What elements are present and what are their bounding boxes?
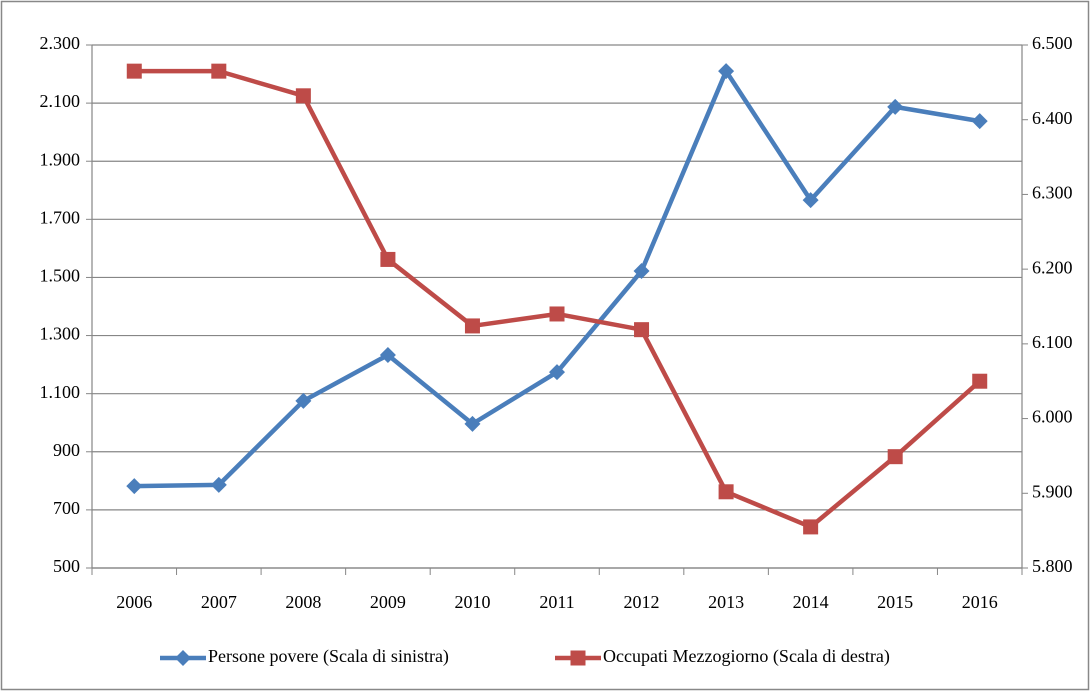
x-tick-label: 2014: [793, 592, 829, 612]
data-point: [211, 63, 227, 79]
x-tick-label: 2016: [962, 592, 998, 612]
y2-tick-label: 6.000: [1032, 407, 1073, 427]
data-point: [464, 415, 481, 432]
data-point: [380, 251, 396, 267]
data-point: [549, 364, 565, 381]
data-point: [971, 113, 988, 130]
y2-tick-label: 5.900: [1032, 481, 1073, 501]
data-point: [126, 478, 143, 495]
legend-marker: [570, 650, 586, 666]
data-point: [633, 263, 650, 280]
data-point: [295, 392, 312, 409]
data-point: [210, 476, 227, 493]
data-point: [549, 306, 565, 322]
x-tick-label: 2007: [201, 592, 237, 612]
x-tick-label: 2006: [116, 592, 152, 612]
data-point: [887, 449, 903, 465]
x-tick-label: 2015: [877, 592, 913, 612]
y-tick-label: 2.300: [40, 33, 81, 53]
y-tick-label: 2.100: [40, 91, 81, 111]
data-point: [972, 373, 988, 389]
y-tick-label: 1.900: [40, 149, 81, 169]
x-tick-label: 2013: [708, 592, 744, 612]
x-tick-label: 2009: [370, 592, 406, 612]
y-tick-label: 1.500: [40, 266, 81, 286]
data-point: [634, 322, 650, 338]
y2-tick-label: 5.800: [1032, 556, 1073, 576]
x-tick-label: 2008: [285, 592, 321, 612]
x-tick-label: 2011: [539, 592, 574, 612]
data-point: [887, 98, 904, 115]
data-point: [126, 63, 142, 79]
data-point: [295, 88, 311, 104]
data-point: [802, 192, 819, 209]
legend-label: Occupati Mezzogiorno (Scala di destra): [603, 646, 890, 667]
y-tick-label: 1.700: [40, 207, 81, 227]
y2-tick-label: 6.500: [1032, 33, 1073, 53]
y-tick-label: 1.100: [40, 382, 81, 402]
y-tick-label: 900: [53, 440, 80, 460]
data-point: [803, 519, 819, 535]
y2-tick-label: 6.300: [1032, 183, 1073, 203]
x-tick-label: 2010: [454, 592, 490, 612]
legend-label: Persone povere (Scala di sinistra): [208, 646, 449, 667]
x-tick-label: 2012: [624, 592, 660, 612]
y2-tick-label: 6.400: [1032, 108, 1073, 128]
legend-marker: [175, 650, 191, 666]
data-point: [379, 347, 396, 364]
y-tick-label: 1.300: [40, 324, 81, 344]
data-point: [718, 484, 734, 500]
data-point: [464, 318, 480, 334]
y-tick-label: 700: [53, 498, 80, 518]
data-point: [718, 63, 735, 80]
y2-tick-label: 6.200: [1032, 257, 1073, 277]
y-tick-label: 500: [53, 556, 80, 576]
y2-tick-label: 6.100: [1032, 332, 1073, 352]
